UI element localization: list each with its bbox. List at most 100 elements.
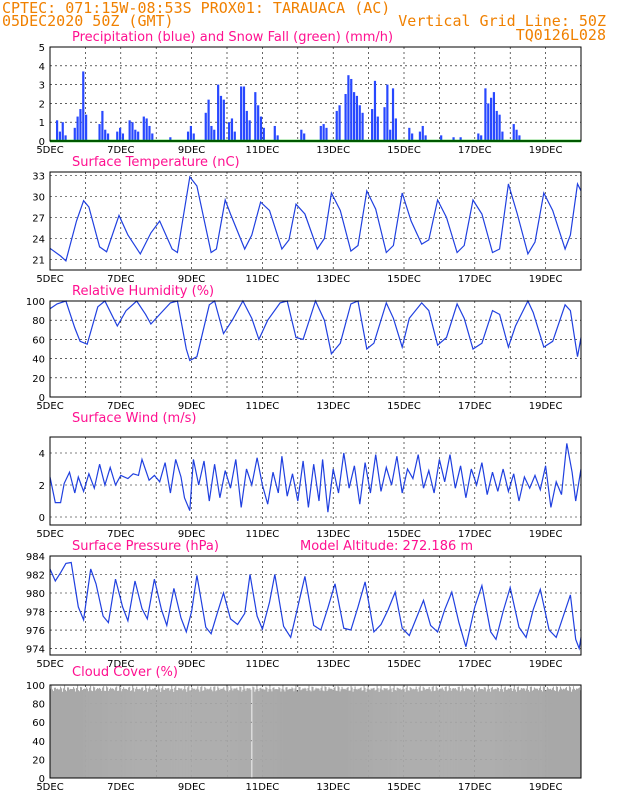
cloud-bar — [366, 688, 368, 778]
cloud-bar — [332, 690, 334, 778]
cloud-bar — [511, 691, 513, 778]
cloud-bar — [324, 686, 326, 778]
cloud-bar — [536, 688, 538, 778]
rain-bar — [501, 131, 504, 141]
cloud-bar — [305, 688, 307, 778]
cloud-bar — [161, 688, 163, 778]
cloud-bar — [281, 688, 283, 778]
cloud-bar — [559, 686, 562, 778]
cloud-bar — [256, 685, 258, 778]
cloud-bar — [218, 688, 220, 778]
rain-bar — [512, 124, 515, 141]
cloud-bar — [460, 690, 462, 778]
x-tick-label: 13DEC — [316, 401, 350, 412]
cloud-bar — [574, 690, 577, 778]
y-tick-label: 20 — [32, 374, 45, 385]
rain-bar — [137, 131, 140, 141]
cloud-bar — [436, 687, 438, 778]
cloud-bar — [554, 691, 557, 778]
cloud-bar — [93, 686, 95, 778]
cloud-bar — [317, 688, 319, 778]
cloud-bar — [51, 689, 54, 778]
rain-bar — [325, 127, 328, 141]
cloud-bar — [200, 687, 202, 778]
cloud-bar — [328, 687, 330, 778]
cloud-bar — [309, 690, 311, 778]
cloud-bar — [461, 685, 463, 778]
cloud-bar — [199, 691, 201, 778]
y-tick-label: 21 — [32, 256, 45, 267]
cloud-bar — [579, 690, 582, 778]
x-tick-label: 13DEC — [316, 782, 350, 793]
cloud-bar — [557, 691, 560, 778]
cloud-bar — [204, 686, 206, 778]
rain-bar — [230, 118, 234, 141]
rain-bar — [515, 129, 518, 141]
rain-bar — [484, 88, 487, 141]
cloud-bar — [411, 689, 413, 778]
cloud-bar — [209, 688, 211, 778]
cloud-bar — [575, 688, 578, 778]
cloud-bar — [303, 688, 305, 778]
cloud-bar — [170, 689, 172, 778]
cloud-bar — [132, 685, 134, 778]
plot-frame — [49, 684, 582, 779]
rain-bar — [222, 99, 225, 141]
y-tick-label: 2 — [39, 481, 45, 492]
cloud-bar — [474, 685, 476, 778]
cloud-bar — [121, 691, 123, 778]
rain-bar — [459, 137, 462, 141]
x-tick-label: 9DEC — [178, 782, 205, 793]
cloud-bar — [72, 686, 75, 778]
cloud-bar — [70, 689, 73, 778]
cloud-bar — [115, 687, 117, 778]
cloud-bar — [492, 689, 494, 778]
cloud-bar — [299, 686, 301, 778]
y-tick-label: 1 — [39, 118, 45, 129]
temp-series-line — [49, 175, 582, 263]
cloud-bar — [144, 689, 146, 778]
x-tick-label: 7DEC — [107, 529, 134, 540]
x-tick-label: 17DEC — [458, 782, 492, 793]
cloud-bar — [50, 685, 53, 778]
cloud-bar — [270, 689, 272, 778]
cloud-bar — [434, 690, 436, 778]
rain-bar — [207, 99, 210, 141]
cloud-bar — [533, 687, 535, 778]
cloud-bar — [498, 691, 500, 778]
cloud-bar — [62, 688, 65, 778]
cloud-bar — [124, 688, 126, 778]
rain-bar — [376, 116, 379, 141]
cloud-bar — [486, 689, 488, 778]
cloud-bar — [453, 688, 455, 778]
cloud-bar — [393, 685, 395, 778]
cloud-bar — [263, 689, 265, 778]
x-tick-label: 13DEC — [316, 659, 350, 670]
cloud-bar — [347, 686, 349, 778]
cloud-bar — [140, 689, 142, 778]
cloud-bar — [86, 687, 88, 778]
cloud-bar — [212, 691, 214, 778]
cloud-bar — [380, 685, 382, 778]
cloud-bar — [550, 689, 552, 778]
cloud-bar — [473, 689, 475, 778]
cloud-bar — [465, 687, 467, 778]
cloud-bar — [445, 686, 447, 778]
header-grid-note: Vertical Grid Line: 50Z — [398, 12, 606, 30]
plot-frame — [49, 300, 582, 398]
rain-bar — [480, 135, 483, 141]
cloud-bar — [335, 690, 337, 778]
cloud-bar — [247, 687, 249, 778]
cloud-bar — [343, 689, 345, 778]
cloud-bar — [250, 689, 252, 778]
y-tick-label: 4 — [39, 449, 45, 460]
cloud-bar — [491, 686, 493, 778]
cloud-bar — [547, 688, 549, 778]
cloud-bar — [523, 688, 525, 778]
cloud-bar — [277, 689, 279, 778]
cloud-bar — [207, 688, 209, 778]
cloud-bar — [363, 685, 365, 778]
cloud-bar — [280, 691, 282, 778]
cloud-bar — [193, 689, 195, 778]
